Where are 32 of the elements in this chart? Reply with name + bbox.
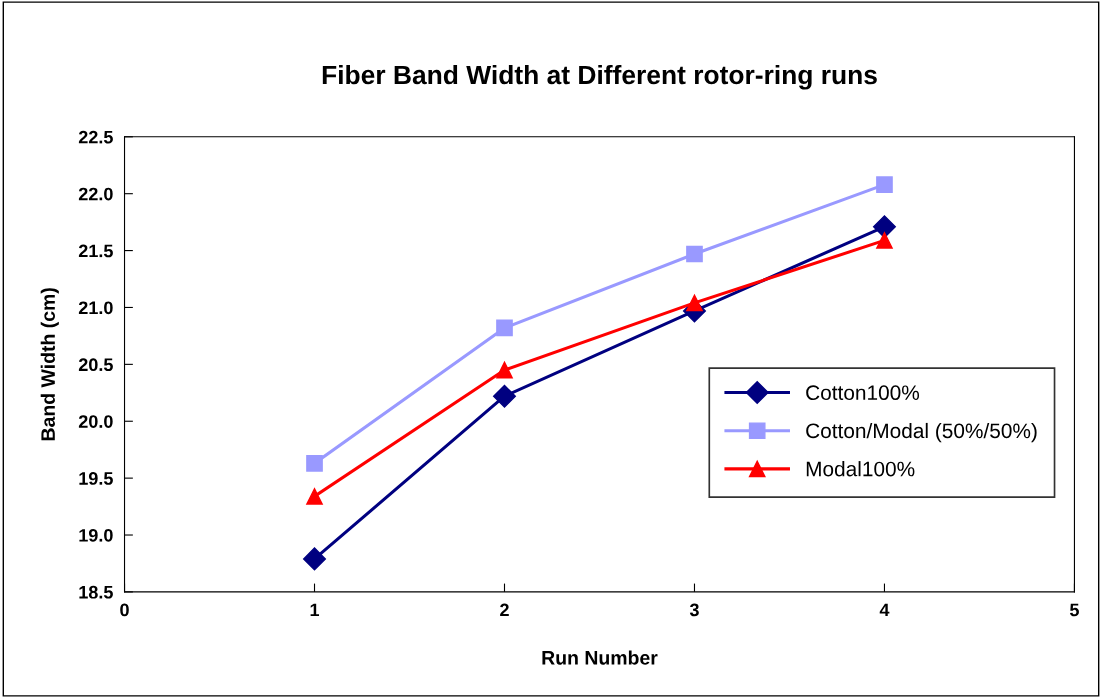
point [306,455,323,472]
chart-title: Fiber Band Width at Different rotor-ring runs [322,64,877,90]
legend-label: Modal100% [806,461,915,477]
x-tick-label: 4 [879,603,890,617]
x-tick-label: 2 [500,603,509,617]
y-tick-label: 19.0 [79,528,113,542]
legend-label: Cotton100% [806,385,920,401]
y-tick-label: 22.0 [78,187,113,201]
x-tick-label: 5 [1069,603,1079,617]
y-tick-label: 19.5 [79,472,113,485]
y-tick-label: 20.5 [78,358,113,372]
x-tick-label: 3 [689,603,699,617]
legend-label: Cotton/Modal (50%/50%) [806,422,1037,443]
point [303,547,327,571]
y-tick-label: 21.5 [78,244,113,258]
y-axis-title: Band Width (cm) [40,288,59,441]
point [492,384,516,408]
point [496,361,513,379]
y-tick-label: 22.5 [78,130,113,144]
point [306,487,323,505]
y-tick-label: 18.5 [79,585,113,599]
point [876,176,893,193]
x-tick-label: 0 [120,603,129,617]
point [876,232,893,249]
point [686,245,703,263]
point [496,319,513,337]
x-tick-label: 1 [310,603,320,617]
point [686,294,703,312]
point [872,215,896,239]
y-tick-label: 20.0 [78,415,113,428]
y-tick-label: 21.0 [78,301,113,315]
x-axis-title: Run Number [542,650,658,665]
